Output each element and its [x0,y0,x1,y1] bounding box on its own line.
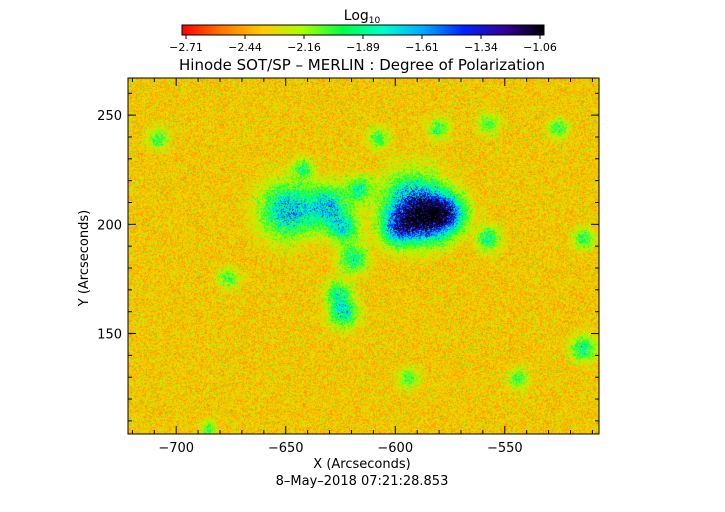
colorbar-tick-label: −2.71 [169,41,203,54]
colorbar-label: Log10 [344,8,381,26]
colorbar-tick-label: −1.06 [523,41,557,54]
colorbar-tick-label: −2.16 [287,41,321,54]
colorbar-tick-label: −2.44 [228,41,262,54]
y-tick-label: 200 [97,218,122,233]
chart-title: Hinode SOT/SP – MERLIN : Degree of Polar… [179,56,545,74]
x-tick-label: −550 [487,441,523,456]
y-tick-label: 150 [97,328,122,343]
colorbar-tick-label: −1.61 [405,41,439,54]
colorbar: Log10 −2.71 −2.44 −2.16 −1.89 −1.61 −1.34 −1.0… [169,8,557,54]
y-axis-label: Y (Arcseconds) [77,210,92,307]
colorbar-label-base: Log [344,8,369,24]
x-tick-label: −650 [268,441,304,456]
plot-area: −700 −650 −600 −550 150 200 250 [97,77,600,456]
x-tick-label: −600 [377,441,413,456]
colorbar-label-sub: 10 [369,16,381,26]
polarization-heatmap [128,78,599,434]
observation-timestamp: 8–May–2018 07:21:28.853 [276,474,449,489]
x-axis-label: X (Arcseconds) [313,457,410,472]
x-tick-label: −700 [158,441,194,456]
colorbar-tick-label: −1.34 [464,41,498,54]
colorbar-tick-label: −1.89 [346,41,380,54]
y-tick-label: 250 [97,109,122,124]
colorbar-gradient [181,24,545,36]
plot-frame [127,77,600,435]
